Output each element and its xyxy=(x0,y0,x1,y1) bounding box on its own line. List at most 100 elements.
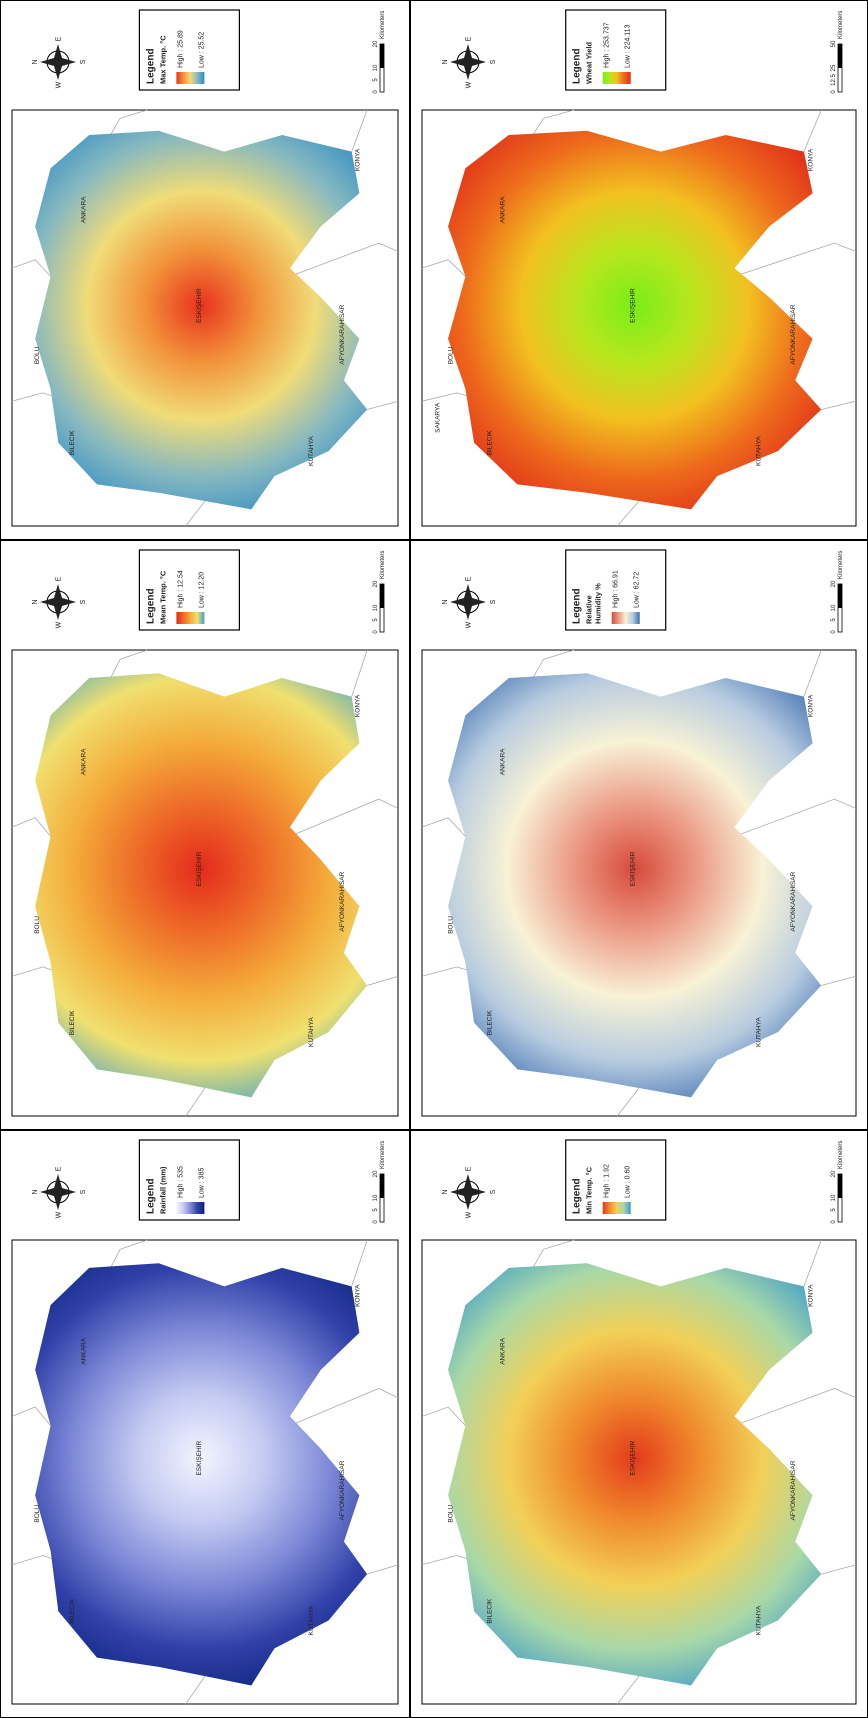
compass-star xyxy=(450,1174,486,1210)
compass-star xyxy=(40,44,76,80)
legend-low: Low : 224.113 xyxy=(625,24,632,68)
map-panel: BILECIKBOLUANKARAESKIŞEHIRKUTAHYAAFYONKA… xyxy=(422,550,856,1116)
compass-label: W xyxy=(56,621,63,628)
city-label: BILECIK xyxy=(69,430,76,456)
city-label: AFYONKARAHISAR xyxy=(339,1460,346,1520)
north-arrow: NESW xyxy=(442,576,497,628)
compass-label: N xyxy=(32,59,39,64)
city-label: ESKIŞEHIR xyxy=(630,288,637,323)
compass-label: E xyxy=(56,576,63,581)
compass-label: S xyxy=(490,1189,497,1194)
figure: BILECIK BOLU ANKARA ESKIŞEHIR KUTAHYA AFYONKA… xyxy=(0,0,868,1718)
scale-bar-fill xyxy=(380,44,384,68)
scale-label: 50 xyxy=(831,40,837,47)
city-label: BOLU xyxy=(34,346,41,364)
scale-label: 0 xyxy=(831,90,837,94)
city-label: BOLU xyxy=(447,346,454,364)
city-label: ESKIŞEHIR xyxy=(630,1440,637,1475)
compass-label: W xyxy=(56,1211,63,1218)
scale-label: 20 xyxy=(831,580,837,587)
city-label: ANKARA xyxy=(499,748,506,775)
compass-label: S xyxy=(80,1189,87,1194)
legend-swatch xyxy=(612,612,640,624)
scale-label: 10 xyxy=(373,1194,379,1201)
legend-high: High : 25.89 xyxy=(177,30,184,68)
scale-label: 20 xyxy=(373,580,379,587)
scale-bar-fill xyxy=(838,1174,842,1198)
city-label: ESKIŞEHIR xyxy=(196,1440,203,1475)
city-label: ANKARA xyxy=(80,1337,87,1364)
scale-label: 0 xyxy=(831,1220,837,1224)
legend-swatch xyxy=(603,72,631,84)
city-label: BILECIK xyxy=(486,430,493,456)
city-label: KUTAHYA xyxy=(308,436,315,466)
north-arrow: NESW xyxy=(442,36,497,88)
city-label: AFYONKARAHISAR xyxy=(339,871,346,931)
legend-title: Max Temp. °C xyxy=(158,35,167,84)
city-label: KONYA xyxy=(354,694,361,717)
scale-label: 0 xyxy=(373,1220,379,1224)
compass-label: S xyxy=(80,59,87,64)
compass-label: S xyxy=(80,599,87,604)
city-label: AFYONKARAHISAR xyxy=(790,304,797,364)
city-label: ANKARA xyxy=(80,196,87,223)
city-label: BILECIK xyxy=(69,1010,76,1036)
scale-label: 5 xyxy=(831,1208,837,1212)
legend-title: Relative xyxy=(585,595,594,624)
legend-swatch xyxy=(176,72,204,84)
compass-label: E xyxy=(466,1166,473,1171)
city-label: BOLU xyxy=(447,1505,454,1523)
scale-bar-fill xyxy=(838,44,842,68)
scale-label: 20 xyxy=(373,40,379,47)
legend-heading: Legend xyxy=(145,1178,156,1214)
scale-unit: Kilometers xyxy=(838,11,844,39)
compass-label: N xyxy=(442,59,449,64)
legend-swatch xyxy=(603,1202,631,1214)
city-label: BOLU xyxy=(34,1505,41,1523)
legend-title: Wheat Yield xyxy=(585,41,594,84)
city-label: ESKIŞEHIR xyxy=(196,851,203,886)
scale-label: 5 xyxy=(831,618,837,622)
scale-label: 10 xyxy=(831,604,837,611)
city-label: ESKIŞEHIR xyxy=(630,851,637,886)
compass-label: S xyxy=(490,59,497,64)
scale-bar: 051020Kilometers xyxy=(373,551,386,634)
map-panel: BILECIKBOLUANKARAESKIŞEHIRKUTAHYAAFYONKA… xyxy=(422,1140,856,1704)
city-label: KUTAHYA xyxy=(756,436,763,466)
city-label: KONYA xyxy=(808,1284,815,1307)
scale-unit: Kilometers xyxy=(838,551,844,579)
scale-label: 20 xyxy=(831,1170,837,1177)
compass-star xyxy=(40,584,76,620)
city-label: KUTAHYA xyxy=(308,1017,315,1047)
legend-title: Humidity % xyxy=(594,583,603,624)
legend-low: Low : 0.60 xyxy=(625,1166,632,1198)
city-label: SAKARYA xyxy=(434,402,441,433)
compass-label: W xyxy=(56,81,63,88)
legend-heading: Legend xyxy=(572,48,583,84)
city-label: BILECIK xyxy=(486,1598,493,1624)
compass-label: W xyxy=(466,81,473,88)
scale-label: 5 xyxy=(373,78,379,82)
north-arrow: NESW xyxy=(32,576,87,628)
legend-title: Min Temp. °C xyxy=(585,1166,594,1214)
legend-high: High : 66.91 xyxy=(613,570,620,608)
north-arrow: NESW xyxy=(442,1166,497,1218)
scale-label: 25 xyxy=(831,64,837,71)
scale-bar-fill xyxy=(838,584,842,608)
scale-bar-fill xyxy=(380,584,384,608)
city-label: KUTAHYA xyxy=(756,1605,763,1635)
city-label: KONYA xyxy=(808,694,815,717)
city-label: ANKARA xyxy=(80,748,87,775)
city-label: ESKIŞEHIR xyxy=(196,288,203,323)
compass-label: S xyxy=(490,599,497,604)
compass-star xyxy=(450,584,486,620)
city-label: BILECIK xyxy=(69,1598,76,1624)
legend-high: High : 12.54 xyxy=(177,570,184,608)
compass-star xyxy=(450,44,486,80)
legend-high: High : 253.737 xyxy=(604,22,611,68)
legend-title: Mean Temp. °C xyxy=(158,570,167,624)
city-label: AFYONKARAHISAR xyxy=(339,304,346,364)
city-label: KONYA xyxy=(354,1284,361,1307)
